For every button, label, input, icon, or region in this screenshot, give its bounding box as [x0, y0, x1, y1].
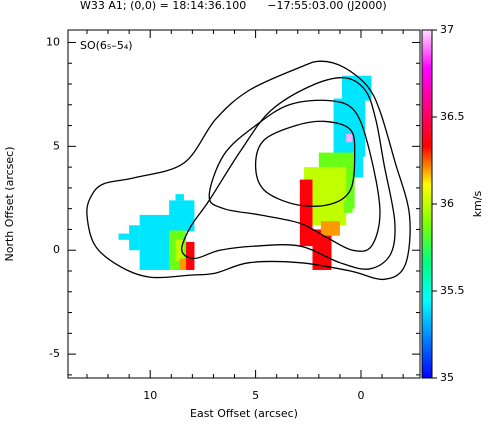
colorbar-label: km/s: [471, 190, 484, 217]
contour: [208, 99, 381, 252]
velocity-cell: [320, 221, 340, 236]
x-tick-label: 10: [143, 389, 157, 402]
contour: [181, 77, 396, 270]
velocity-cell: [129, 225, 140, 251]
colorbar: [421, 29, 433, 379]
velocity-cell: [179, 258, 187, 270]
x-tick-label: 5: [252, 389, 259, 402]
velocity-cell: [118, 233, 130, 240]
velocity-cell: [299, 179, 313, 247]
velocity-cell: [186, 241, 195, 270]
y-tick-label: 0: [53, 243, 60, 256]
colorbar-tick-label: 35: [440, 371, 454, 384]
velocity-cell: [175, 194, 184, 201]
y-tick-label: -5: [49, 347, 60, 360]
colorbar-tick-label: 37: [440, 23, 454, 36]
colorbar-tick-label: 36.5: [440, 110, 465, 123]
colorbar-tick-label: 35.5: [440, 284, 465, 297]
chart-title: W33 A1; (0,0) = 18:14:36.100 −17:55:03.0…: [80, 0, 387, 12]
x-axis-label: East Offset (arcsec): [190, 407, 298, 420]
contour: [86, 60, 411, 281]
colorbar-tick-label: 36: [440, 197, 454, 210]
velocity-cell: [346, 133, 353, 143]
velocity-cell: [139, 214, 172, 270]
y-tick-label: 5: [53, 139, 60, 152]
velocity-cell: [175, 239, 184, 261]
x-tick-label: 0: [357, 389, 364, 402]
y-axis-label: North Offset (arcsec): [3, 146, 16, 261]
velocity-cell: [344, 200, 353, 213]
y-tick-label: 10: [46, 35, 60, 48]
annotation: SO(6₅–5₄): [80, 39, 133, 52]
velocity-cell: [312, 229, 332, 270]
contour: [254, 120, 356, 207]
velocity-cell: [342, 75, 372, 101]
velocity-cell: [333, 98, 366, 157]
plot-frame: [67, 29, 421, 379]
